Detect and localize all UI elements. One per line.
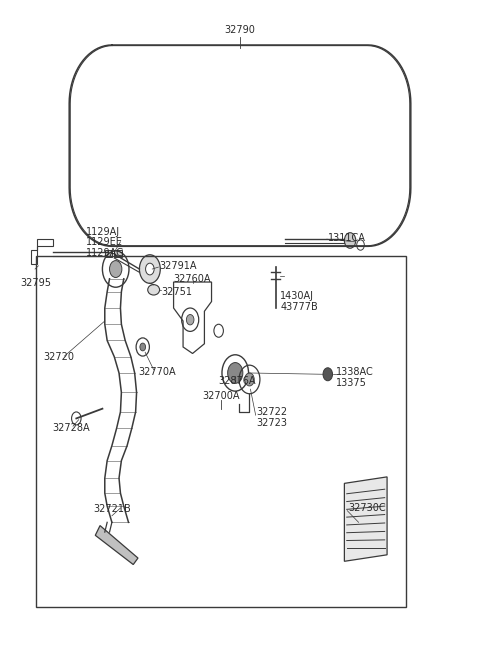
Text: 32791A: 32791A — [159, 261, 197, 271]
Ellipse shape — [148, 285, 159, 295]
Text: 32795: 32795 — [21, 278, 52, 288]
Bar — [105, 250, 112, 257]
Text: 32720: 32720 — [43, 352, 74, 362]
Text: 32751: 32751 — [162, 287, 192, 297]
Text: 13375: 13375 — [336, 378, 367, 388]
Text: 1338AC: 1338AC — [336, 367, 373, 377]
Text: 32876A: 32876A — [219, 376, 256, 386]
Text: 43777B: 43777B — [280, 303, 318, 312]
Circle shape — [72, 412, 81, 425]
Text: 1129AJ: 1129AJ — [86, 227, 120, 237]
Text: 1129EE: 1129EE — [86, 237, 123, 248]
Text: 32723: 32723 — [257, 418, 288, 428]
Text: 32770A: 32770A — [138, 367, 176, 377]
Circle shape — [357, 240, 364, 250]
Circle shape — [344, 233, 356, 248]
Circle shape — [245, 373, 254, 386]
Text: 1430AJ: 1430AJ — [280, 291, 314, 301]
Circle shape — [109, 261, 122, 278]
Circle shape — [140, 343, 145, 351]
Text: 1129AG: 1129AG — [86, 248, 124, 258]
Polygon shape — [344, 477, 387, 561]
Circle shape — [228, 363, 243, 383]
Text: 32721B: 32721B — [93, 504, 131, 514]
Text: 32730C: 32730C — [348, 503, 386, 513]
Text: 32760A: 32760A — [174, 274, 211, 284]
Polygon shape — [96, 525, 138, 565]
Circle shape — [145, 263, 154, 275]
Text: 32700A: 32700A — [202, 390, 240, 401]
Circle shape — [186, 314, 194, 325]
Text: 1311CA: 1311CA — [328, 233, 366, 243]
Bar — [114, 250, 122, 257]
Circle shape — [323, 367, 333, 381]
Text: 32728A: 32728A — [53, 423, 90, 433]
Text: 32790: 32790 — [225, 25, 255, 35]
Circle shape — [139, 255, 160, 284]
Text: 32722: 32722 — [257, 407, 288, 417]
